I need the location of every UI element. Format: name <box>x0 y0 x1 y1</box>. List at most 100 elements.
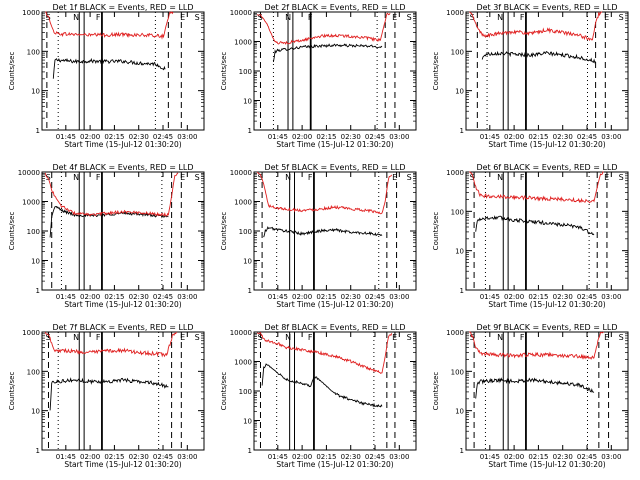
x-tick-label: 03:00 <box>177 293 197 301</box>
y-tick-label: 1000 <box>234 199 252 207</box>
chart-panel-7: Det 7f BLACK = Events, RED = LLD 1 10 100 10… <box>8 323 205 469</box>
x-tick-label: 02:15 <box>316 133 336 141</box>
chart-title: Det 8f BLACK = Events, RED = LLD <box>264 323 405 332</box>
chart-title: Det 4f BLACK = Events, RED = LLD <box>52 163 193 172</box>
event-marker-label: E <box>180 173 185 182</box>
y-axis-label: Counts/sec <box>432 52 440 91</box>
event-marker-label: S <box>195 173 200 182</box>
y-tick-label: 1 <box>248 287 252 295</box>
y-axis-label: Counts/sec <box>220 372 228 411</box>
plot-frame <box>41 171 205 291</box>
event-marker-label: E <box>392 173 397 182</box>
y-tick-label: 100 <box>451 208 464 216</box>
lld-series-line <box>469 11 603 42</box>
x-tick-label: 03:00 <box>389 453 409 461</box>
x-tick-label: 02:00 <box>292 453 312 461</box>
events-series-line <box>49 206 169 238</box>
event-marker-label: S <box>407 333 412 342</box>
x-tick-label: 02:45 <box>153 453 173 461</box>
y-tick-label: 10 <box>31 88 40 96</box>
event-marker-label: N <box>285 13 291 22</box>
x-tick-label: 02:30 <box>341 293 361 301</box>
event-marker-label: S <box>46 173 51 182</box>
x-tick-label: 02:15 <box>104 293 124 301</box>
event-marker-label: S <box>46 333 51 342</box>
x-tick-label: 02:00 <box>80 133 100 141</box>
x-tick-label: 02:45 <box>365 133 385 141</box>
x-tick-label: 03:00 <box>389 293 409 301</box>
y-tick-label: 10000 <box>230 9 252 17</box>
event-marker-label: S <box>470 333 475 342</box>
x-tick-label: 01:45 <box>480 453 500 461</box>
chart-panel-1: Det 1f BLACK = Events, RED = LLD 1 10 100 10… <box>8 3 205 149</box>
event-marker-label: F <box>96 333 101 342</box>
event-marker-label: N <box>497 333 503 342</box>
y-axis-label: Counts/sec <box>8 372 16 411</box>
y-tick-label: 1000 <box>22 199 40 207</box>
lld-series-line <box>44 172 179 217</box>
y-tick-label: 10 <box>243 418 252 426</box>
chart-panel-9: Det 9f BLACK = Events, RED = LLD 1 10 100 10… <box>432 323 629 469</box>
x-axis-label: Start Time (15-Jul-12 01:30:20) <box>276 300 393 309</box>
events-series-line <box>49 377 169 411</box>
x-axis-label: Start Time (15-Jul-12 01:30:20) <box>488 140 605 149</box>
y-axis-label: Counts/sec <box>432 372 440 411</box>
event-marker-label: E <box>180 13 185 22</box>
y-tick-label: 1 <box>36 287 40 295</box>
x-tick-label: 03:00 <box>177 453 197 461</box>
event-marker-label: S <box>619 13 624 22</box>
y-tick-label: 1000 <box>234 39 252 47</box>
event-marker-label: F <box>520 333 525 342</box>
plot-frame <box>465 171 629 291</box>
y-tick-label: 10 <box>455 248 464 256</box>
x-tick-label: 02:00 <box>292 133 312 141</box>
x-tick-label: 01:45 <box>268 133 288 141</box>
event-marker-label: S <box>470 173 475 182</box>
event-marker-label: E <box>604 333 609 342</box>
y-tick-label: 1 <box>460 127 464 135</box>
x-tick-label: 02:45 <box>577 453 597 461</box>
chart-title: Det 7f BLACK = Events, RED = LLD <box>52 323 193 332</box>
x-tick-label: 02:30 <box>553 453 573 461</box>
event-marker-label: S <box>619 333 624 342</box>
x-tick-label: 02:30 <box>553 293 573 301</box>
y-tick-label: 100 <box>451 368 464 376</box>
event-marker-label: E <box>392 13 397 22</box>
y-axis-label: Counts/sec <box>8 212 16 251</box>
event-marker-label: E <box>180 333 185 342</box>
event-marker-label: S <box>258 173 263 182</box>
events-series-line <box>261 363 383 408</box>
lld-series-line <box>256 171 393 215</box>
x-tick-label: 01:45 <box>56 133 76 141</box>
x-tick-label: 01:45 <box>56 453 76 461</box>
x-tick-label: 02:00 <box>292 293 312 301</box>
x-tick-label: 02:00 <box>504 453 524 461</box>
plot-frame <box>465 11 629 131</box>
events-series-line <box>475 377 595 399</box>
x-tick-label: 02:45 <box>365 453 385 461</box>
event-marker-label: F <box>520 13 525 22</box>
y-tick-label: 10 <box>243 258 252 266</box>
y-tick-label: 100 <box>239 388 252 396</box>
x-tick-label: 02:15 <box>528 293 548 301</box>
x-tick-label: 02:00 <box>504 133 524 141</box>
y-tick-label: 1000 <box>446 9 464 17</box>
event-marker-label: N <box>73 13 79 22</box>
y-axis-label: Counts/sec <box>8 52 16 91</box>
x-tick-label: 02:45 <box>153 293 173 301</box>
chart-title: Det 5f BLACK = Events, RED = LLD <box>264 163 405 172</box>
event-marker-label: S <box>407 13 412 22</box>
y-tick-label: 1 <box>36 447 40 455</box>
y-tick-label: 1000 <box>234 359 252 367</box>
plot-frame <box>41 11 205 131</box>
x-tick-label: 01:45 <box>268 453 288 461</box>
event-marker-label: F <box>308 13 313 22</box>
x-tick-label: 03:00 <box>389 133 409 141</box>
lld-series-line <box>44 331 177 358</box>
y-tick-label: 10 <box>455 408 464 416</box>
chart-title: Det 2f BLACK = Events, RED = LLD <box>264 3 405 12</box>
x-axis-label: Start Time (15-Jul-12 01:30:20) <box>276 460 393 469</box>
chart-title: Det 9f BLACK = Events, RED = LLD <box>476 323 617 332</box>
event-marker-label: S <box>258 13 263 22</box>
y-tick-label: 10000 <box>230 329 252 337</box>
